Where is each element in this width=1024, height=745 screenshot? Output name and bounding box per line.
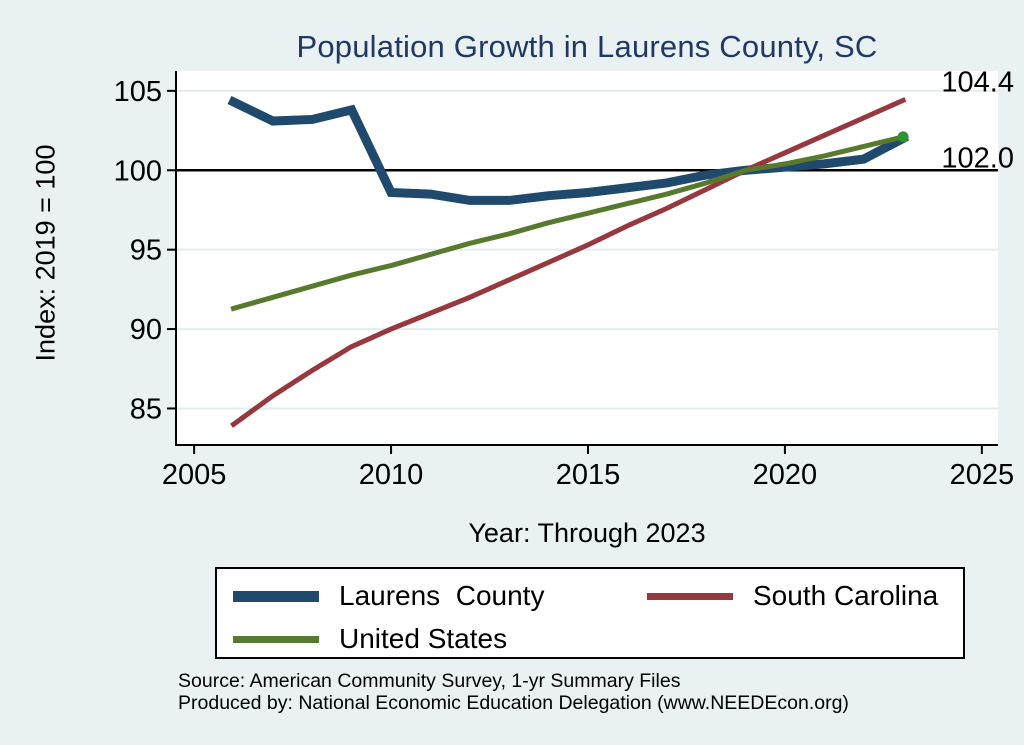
chart-title: Population Growth in Laurens County, SC	[296, 29, 878, 64]
source-note: Source: American Community Survey, 1-yr …	[178, 670, 849, 714]
legend-label-united-states: United States	[339, 623, 508, 654]
annotation-value-0: 104.4	[941, 66, 1014, 98]
legend-label-laurens-county: Laurens County	[339, 580, 545, 611]
legend: Laurens County South Carolina United Sta…	[215, 567, 965, 659]
legend-item-south-carolina: South Carolina	[647, 580, 939, 611]
legend-item-united-states: United States	[233, 623, 508, 654]
annotation-value-1: 102.0	[941, 143, 1014, 175]
plot-area: 85 90 95 100 105 2005 2010 2015 2020 2025 104.4 102…	[114, 66, 1015, 491]
y-tick-label-85: 85	[130, 393, 162, 425]
plot-background	[176, 71, 998, 445]
series-end-marker-united-states	[897, 131, 909, 143]
x-axis-title: Year: Through 2023	[468, 518, 706, 548]
x-tick-label-2005: 2005	[162, 459, 227, 491]
legend-label-south-carolina: South Carolina	[753, 580, 939, 611]
x-tick-label-2025: 2025	[950, 459, 1015, 491]
legend-swatch-laurens-county	[233, 590, 319, 602]
series-line-laurens-county	[227, 95, 910, 205]
legend-swatch-united-states	[233, 635, 319, 643]
y-tick-label-100: 100	[114, 155, 162, 187]
source-line: Source: American Community Survey, 1-yr …	[178, 670, 681, 692]
legend-item-laurens-county: Laurens County	[233, 580, 545, 611]
series-line-united-states	[230, 133, 907, 312]
y-tick-label-105: 105	[114, 76, 162, 108]
x-tick-label-2010: 2010	[359, 459, 424, 491]
produced-by-line: Produced by: National Economic Education…	[178, 691, 849, 714]
series-line-south-carolina	[230, 97, 907, 428]
x-tick-label-2015: 2015	[556, 459, 621, 491]
x-tick-label-2020: 2020	[753, 459, 818, 491]
y-tick-label-90: 90	[130, 314, 162, 346]
y-tick-label-95: 95	[130, 235, 162, 267]
legend-swatch-south-carolina	[647, 592, 733, 600]
